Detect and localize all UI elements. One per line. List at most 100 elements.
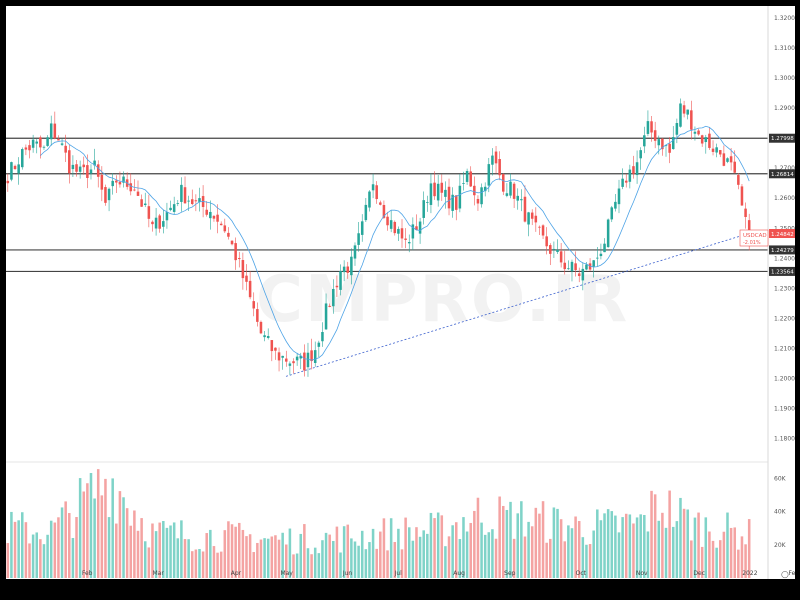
volume-bar bbox=[628, 514, 632, 578]
candle-body bbox=[187, 200, 190, 202]
volume-bar bbox=[86, 483, 89, 578]
volume-bar bbox=[230, 524, 234, 578]
settings-icon[interactable]: ○ bbox=[781, 570, 789, 580]
candle-body bbox=[295, 356, 299, 361]
candle-body bbox=[614, 201, 617, 209]
volume-bar bbox=[733, 527, 736, 578]
volume-bar bbox=[216, 552, 219, 578]
volume-bar bbox=[147, 547, 151, 578]
volume-bar bbox=[643, 515, 646, 578]
volume-bar bbox=[671, 526, 675, 578]
candle-body bbox=[379, 202, 382, 205]
symbol-tag-box bbox=[739, 229, 769, 247]
candle-body bbox=[599, 253, 603, 257]
volume-bar bbox=[653, 494, 657, 578]
volume-bar bbox=[24, 522, 28, 578]
volume-bar bbox=[708, 531, 711, 578]
volume-bar bbox=[393, 541, 397, 578]
volume-bar bbox=[13, 521, 17, 578]
candle-body bbox=[494, 151, 498, 164]
volume-bar bbox=[563, 541, 567, 578]
volume-bar bbox=[422, 530, 425, 578]
last-price-tag: 1.24842 bbox=[769, 229, 795, 238]
candle-body bbox=[382, 204, 386, 218]
volume-bar bbox=[31, 534, 35, 578]
volume-bar bbox=[107, 517, 111, 578]
candle-body bbox=[68, 150, 71, 174]
symbol-tag[interactable]: USDCAD -2.01% bbox=[739, 229, 769, 247]
volume-bar bbox=[143, 541, 147, 578]
volume-bar bbox=[339, 552, 342, 578]
candle-body bbox=[368, 191, 371, 208]
candle-body bbox=[57, 139, 60, 141]
volume-bar bbox=[509, 501, 512, 578]
volume-bar bbox=[581, 537, 585, 578]
candle-body bbox=[169, 207, 172, 211]
volume-bar bbox=[661, 512, 664, 578]
candle-body bbox=[646, 121, 650, 134]
volume-bar bbox=[646, 531, 650, 578]
volume-bar bbox=[454, 522, 458, 578]
candle-body bbox=[711, 148, 715, 152]
candle-body bbox=[621, 178, 624, 187]
candle-body bbox=[42, 146, 46, 148]
candle-body bbox=[10, 162, 13, 180]
volume-bar bbox=[266, 538, 270, 578]
last-price-box bbox=[769, 229, 795, 238]
volume-bar bbox=[71, 537, 75, 578]
volume-bar bbox=[82, 491, 86, 578]
volume-bar bbox=[332, 540, 335, 578]
volume-bar bbox=[592, 530, 595, 578]
volume-bar bbox=[212, 546, 216, 578]
volume-bar bbox=[151, 523, 154, 578]
candle-body bbox=[342, 266, 346, 273]
candle-body bbox=[473, 185, 476, 196]
volume-bar bbox=[469, 522, 472, 578]
volume-bar bbox=[462, 517, 465, 578]
volume-bar bbox=[205, 533, 208, 578]
volume-bar bbox=[451, 525, 454, 578]
volume-bar bbox=[487, 532, 491, 578]
volume-bar bbox=[60, 507, 64, 578]
volume-bar bbox=[64, 501, 67, 578]
candle-body bbox=[100, 174, 104, 190]
time-tick-label: Aug bbox=[453, 570, 465, 577]
volume-bar bbox=[158, 522, 161, 578]
candle-body bbox=[512, 183, 516, 199]
volume-bar bbox=[516, 513, 520, 578]
volume-bar bbox=[172, 522, 176, 578]
candle-body bbox=[404, 238, 407, 240]
time-tick-label: Jun bbox=[342, 570, 353, 577]
candle-body bbox=[129, 183, 133, 192]
volume-bar bbox=[313, 547, 317, 578]
candle-body bbox=[704, 137, 708, 143]
price-tick-label: 1.20000 bbox=[774, 375, 795, 382]
candle-body bbox=[415, 226, 418, 231]
volume-bar bbox=[726, 512, 729, 578]
candle-body bbox=[610, 207, 614, 220]
volume-bar bbox=[407, 527, 411, 578]
candle-body bbox=[744, 208, 747, 218]
candle-body bbox=[664, 145, 668, 147]
volume-bar bbox=[295, 553, 299, 578]
candle-body bbox=[722, 153, 726, 166]
volume-bar bbox=[690, 540, 693, 578]
volume-bar bbox=[577, 521, 581, 578]
volume-bar bbox=[541, 501, 545, 578]
time-tick-label: May bbox=[280, 570, 293, 577]
candle-body bbox=[93, 160, 96, 166]
candle-body bbox=[263, 335, 266, 338]
candle-body bbox=[585, 264, 588, 270]
volume-bar bbox=[140, 518, 143, 578]
horizontal-levels bbox=[6, 137, 768, 273]
volume-bar bbox=[115, 523, 118, 578]
volume-bar bbox=[227, 521, 230, 578]
candle-body bbox=[299, 355, 303, 359]
price-tick-label: 1.18000 bbox=[774, 436, 795, 443]
volume-bar bbox=[375, 548, 378, 578]
candle-body bbox=[133, 189, 136, 191]
volume-bar bbox=[447, 536, 451, 578]
volume-bar bbox=[520, 501, 523, 578]
candle-body bbox=[668, 143, 671, 153]
volume-bar bbox=[650, 490, 653, 578]
